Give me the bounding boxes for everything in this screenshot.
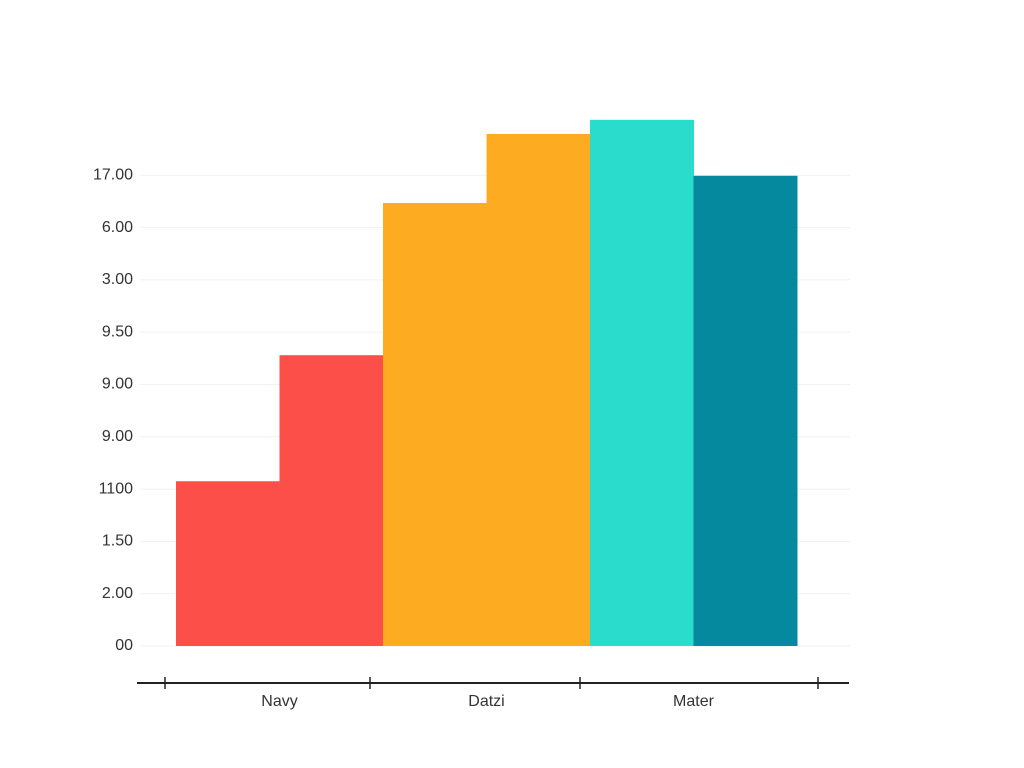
y-tick-label: 9.00 [102, 376, 133, 393]
y-tick-label: 3.00 [102, 271, 133, 288]
y-tick-label: 2.00 [102, 585, 133, 602]
y-tick-label: 9.50 [102, 323, 133, 340]
bar [486, 133, 591, 646]
y-tick-label: 1.50 [102, 533, 133, 550]
bar [383, 202, 487, 646]
bar [279, 355, 384, 646]
bar [590, 119, 694, 646]
x-tick-label: Datzi [468, 693, 504, 710]
bar [176, 481, 280, 646]
y-tick-label: 9.00 [102, 428, 133, 445]
y-tick-label: 6.00 [102, 219, 133, 236]
y-tick-label: 1100 [99, 480, 134, 497]
x-tick-label: Mater [673, 693, 715, 710]
x-tick-label: Navy [261, 693, 297, 710]
y-tick-label: 17.00 [93, 166, 133, 183]
bar [693, 175, 798, 646]
y-tick-label: 00 [115, 637, 133, 654]
